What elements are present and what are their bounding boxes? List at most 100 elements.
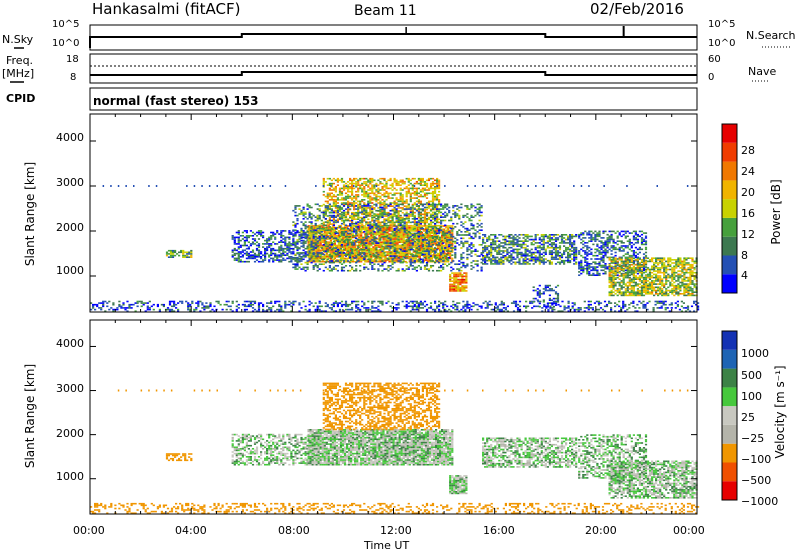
heatmap-cell: [292, 252, 295, 255]
heatmap-cell: [438, 210, 441, 212]
heatmap-cell: [142, 302, 145, 304]
heatmap-cell: [363, 182, 366, 185]
heatmap-cell: [324, 218, 327, 220]
heatmap-cell: [403, 229, 406, 231]
heatmap-cell: [423, 268, 427, 270]
heatmap-cell: [399, 260, 402, 262]
heatmap-cell: [264, 259, 267, 261]
heatmap-cell: [270, 249, 273, 252]
heatmap-cell: [427, 218, 431, 220]
heatmap-cell: [414, 257, 417, 260]
heatmap-cell: [658, 302, 661, 304]
heatmap-cell: [152, 303, 155, 306]
heatmap-cell: [402, 256, 405, 258]
heatmap-cell: [344, 182, 348, 185]
heatmap-cell: [365, 266, 368, 269]
heatmap-cell: [338, 310, 342, 312]
heatmap-cell: [288, 236, 291, 239]
heatmap-cell: [358, 244, 361, 247]
heatmap-cell: [413, 177, 416, 180]
heatmap-cell: [395, 214, 398, 217]
heatmap-cell: [272, 231, 275, 234]
heatmap-cell: [304, 226, 307, 228]
heatmap-cell: [342, 266, 346, 269]
heatmap-cell: [605, 305, 609, 308]
heatmap-cell: [322, 211, 325, 214]
heatmap-cell: [603, 300, 607, 303]
heatmap-cell: [409, 213, 412, 216]
heatmap-cell: [329, 235, 332, 237]
heatmap-cell: [309, 225, 312, 227]
heatmap-cell: [130, 303, 133, 306]
heatmap-cell: [243, 308, 246, 311]
heatmap-cell: [369, 210, 372, 212]
heatmap-cell: [328, 199, 331, 201]
heatmap-cell: [247, 254, 250, 256]
heatmap-cell: [406, 228, 409, 231]
heatmap-cell: [363, 307, 366, 309]
heatmap-cell: [464, 227, 467, 230]
heatmap-cell: [320, 222, 323, 225]
heatmap-cell: [420, 238, 423, 240]
heatmap-cell: [429, 226, 433, 228]
heatmap-cell: [334, 186, 337, 188]
heatmap-cell: [421, 239, 424, 241]
heatmap-cell: [237, 239, 240, 242]
heatmap-cell: [325, 244, 328, 247]
heatmap-cell: [415, 209, 418, 212]
heatmap-cell: [349, 308, 352, 311]
heatmap-cell: [342, 252, 346, 254]
heatmap-cell: [304, 266, 307, 269]
heatmap-cell: [441, 246, 444, 248]
heatmap-cell: [413, 266, 416, 269]
heatmap-cell: [421, 260, 424, 262]
heatmap-cell: [349, 186, 352, 188]
heatmap-cell: [405, 265, 408, 267]
heatmap-cell: [442, 302, 445, 304]
heatmap-cell: [266, 249, 269, 252]
heatmap-cell: [366, 230, 369, 232]
heatmap-cell: [381, 300, 384, 303]
heatmap-cell: [468, 232, 471, 235]
heatmap-cell: [318, 227, 321, 230]
heatmap-cell: [413, 260, 416, 262]
heatmap-cell: [446, 203, 449, 206]
heatmap-cell: [396, 243, 399, 245]
heatmap-cell: [328, 260, 331, 262]
heatmap-cell: [329, 252, 332, 255]
heatmap-cell: [347, 210, 350, 212]
heatmap-cell: [425, 310, 429, 312]
heatmap-cell: [674, 307, 677, 309]
heatmap-cell: [323, 247, 326, 250]
heatmap-cell: [391, 213, 394, 216]
heatmap-cell: [102, 305, 105, 308]
heatmap-cell: [266, 302, 269, 304]
heatmap-cell: [336, 250, 339, 252]
heatmap-cell: [494, 302, 497, 304]
heatmap-cell: [296, 243, 299, 245]
heatmap-cell: [402, 260, 405, 263]
heatmap-cell: [342, 203, 346, 206]
heatmap-cell: [403, 205, 406, 207]
heatmap-cell: [381, 194, 384, 196]
heatmap-cell: [389, 252, 392, 254]
heatmap-cell: [340, 192, 344, 195]
heatmap-cell: [332, 205, 335, 207]
heatmap-cell: [393, 181, 396, 183]
heatmap-cell: [448, 250, 451, 252]
heatmap-cell: [456, 242, 459, 244]
heatmap-cell: [470, 214, 473, 217]
heatmap-cell: [411, 305, 414, 308]
heatmap-cell: [264, 254, 267, 256]
heatmap-cell: [308, 242, 311, 244]
heatmap-cell: [389, 192, 392, 195]
heatmap-cell: [306, 310, 309, 312]
heatmap-cell: [342, 189, 346, 191]
heatmap-cell: [426, 236, 430, 239]
heatmap-cell: [257, 252, 261, 255]
heatmap-cell: [399, 187, 402, 190]
heatmap-cell: [425, 221, 429, 224]
heatmap-cell: [618, 310, 621, 312]
heatmap-cell: [470, 224, 473, 227]
heatmap-cell: [284, 236, 287, 239]
